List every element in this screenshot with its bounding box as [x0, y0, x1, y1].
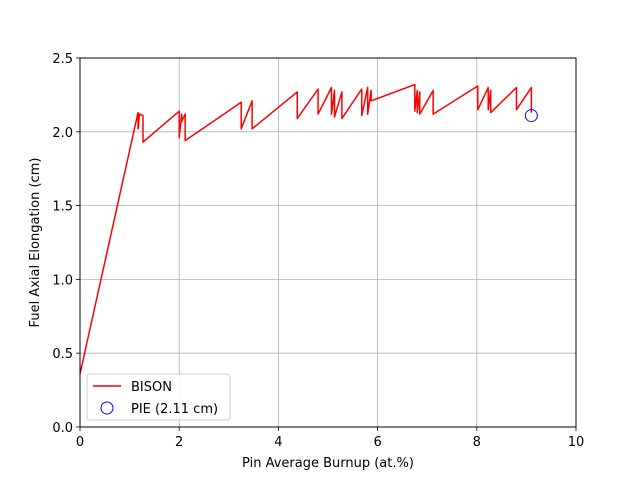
legend-pie-label: PIE (2.11 cm): [131, 402, 218, 417]
series-line-bison: [79, 83, 533, 375]
series-layer: [79, 83, 538, 375]
axes-frame: [79, 57, 577, 428]
x-tick-label: 6: [373, 435, 381, 450]
grid: [79, 57, 577, 428]
y-tick-label: 0.5: [52, 347, 73, 362]
y-tick-label: 2.0: [52, 126, 73, 141]
x-tick-label: 8: [473, 435, 481, 450]
x-tick-label: 0: [76, 435, 84, 450]
x-tick-label: 10: [568, 435, 585, 450]
y-tick-label: 2.5: [52, 52, 73, 67]
legend-pie-marker: [100, 401, 114, 415]
legend-bison-label: BISON: [131, 380, 172, 395]
y-tick-label: 1.0: [52, 273, 73, 288]
legend: BISON PIE (2.11 cm): [86, 373, 231, 421]
y-tick-label: 0.0: [52, 421, 73, 436]
y-tick-label: 1.5: [52, 200, 73, 215]
plot-area: [80, 58, 576, 427]
x-tick-label: 4: [274, 435, 282, 450]
ticks: 0 2 4 6 8 10 0.0 0.5 1.0 1.5 2.0 2.5: [52, 52, 584, 450]
data-point-pie: [524, 109, 538, 123]
y-axis-label: Fuel Axial Elongation (cm): [28, 158, 43, 328]
legend-box: [86, 373, 231, 421]
x-axis-label: Pin Average Burnup (at.%): [242, 456, 414, 471]
x-tick-label: 2: [175, 435, 183, 450]
